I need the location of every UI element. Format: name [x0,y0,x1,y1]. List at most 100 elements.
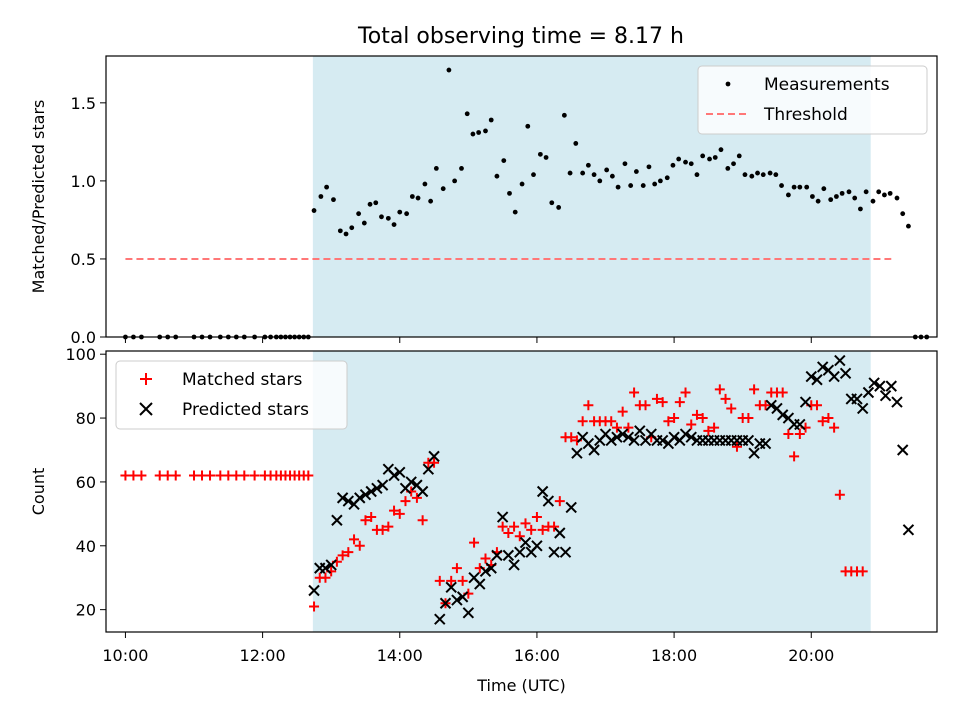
predicted-star-marker [519,536,532,549]
measurement-point [804,184,810,190]
predicted-star-marker [548,546,560,558]
predicted-star-marker [605,434,617,447]
measurement-point [846,189,852,195]
measurement-point [852,195,858,201]
predicted-star-marker [668,431,680,443]
predicted-star-marker [679,428,692,440]
measurement-point [343,231,349,237]
matched-star-marker [320,572,331,583]
measurement-point [483,128,488,134]
matched-star-marker [611,422,622,433]
predicted-star-marker [794,418,806,431]
predicted-star-marker [856,402,869,415]
matched-star-marker [309,601,320,612]
measurement-point [622,161,628,167]
predicted-star-marker [331,514,343,526]
matched-star-marker [760,400,771,411]
measurement-point [615,184,621,190]
predicted-star-marker [354,492,366,504]
predicted-star-marker [874,380,886,392]
measurement-point [858,206,863,212]
predicted-star-marker [748,447,760,459]
matched-star-marker [651,393,662,404]
measurement-point [446,67,452,73]
matched-star-marker [606,416,617,427]
measurement-point [459,166,464,171]
predicted-star-marker [862,386,875,399]
measurement-point [755,170,760,176]
matched-star-marker [617,406,628,417]
measurement-point [749,173,755,179]
matched-star-marker [434,575,445,586]
predicted-star-marker [902,524,915,536]
predicted-star-marker [816,361,829,373]
measurement-point [736,153,742,159]
measurement-point [501,158,507,163]
measurement-point [404,211,410,217]
predicted-star-marker [834,354,846,367]
predicted-star-marker [742,434,755,447]
measurement-point [815,198,821,204]
measurement-point [537,151,543,157]
predicted-star-marker [325,559,337,571]
predicted-star-marker [616,428,629,440]
predicted-star-marker [542,495,555,507]
measurement-point [452,178,458,184]
matched-star-marker [411,492,422,503]
matched-star-marker [239,470,250,481]
matched-star-marker [303,470,314,481]
measurement-point [507,190,512,196]
x-tick-label: 20:00 [788,646,834,665]
legend-measurement-marker [725,81,731,87]
predicted-star-marker [371,482,383,495]
measurement-point [906,223,911,229]
measurement-point [556,205,562,210]
measurement-point [725,166,731,171]
legend-predicted-marker [139,402,153,416]
legend-entry-label: Threshold [763,105,848,125]
matched-star-marker [480,553,491,564]
measurement-point [882,192,887,198]
predicted-star-marker [565,501,577,514]
predicted-star-marker [879,389,892,402]
measurement-point [318,194,324,199]
predicted-star-marker [508,559,520,571]
measurement-point [628,183,634,188]
predicted-star-marker [571,447,583,459]
measurement-point [337,228,343,234]
predicted-star-marker [622,431,635,443]
measurement-point [839,190,845,196]
measurement-point [640,183,646,188]
measurement-point [821,186,827,192]
measurement-point [591,172,597,178]
legend-entry-label: Predicted stars [182,400,309,420]
measurement-point [791,184,797,190]
matched-star-marker [136,470,147,481]
measurement-point [519,181,525,187]
predicted-star-marker [828,370,840,383]
measurement-point [731,161,736,167]
matched-star-marker [680,387,691,398]
matched-star-marker [726,403,737,414]
measurement-point [311,208,317,213]
predicted-star-marker [868,377,880,389]
measurement-point [385,215,391,221]
measurement-point [887,190,893,196]
matched-star-marker [829,422,840,433]
measurement-point [324,184,330,190]
matched-star-marker [686,419,697,430]
predicted-star-marker [485,562,497,574]
matched-star-marker [817,416,828,427]
matched-star-marker [777,387,788,398]
matched-star-marker [811,400,822,411]
measurement-point [664,175,670,181]
matched-star-marker [170,470,181,481]
predicted-star-marker [559,546,572,558]
matched-star-marker [377,524,388,535]
measurement-point [760,172,766,178]
predicted-star-marker [514,546,526,558]
predicted-star-marker [776,409,789,421]
measurement-point [834,194,839,199]
predicted-star-marker [805,370,817,383]
